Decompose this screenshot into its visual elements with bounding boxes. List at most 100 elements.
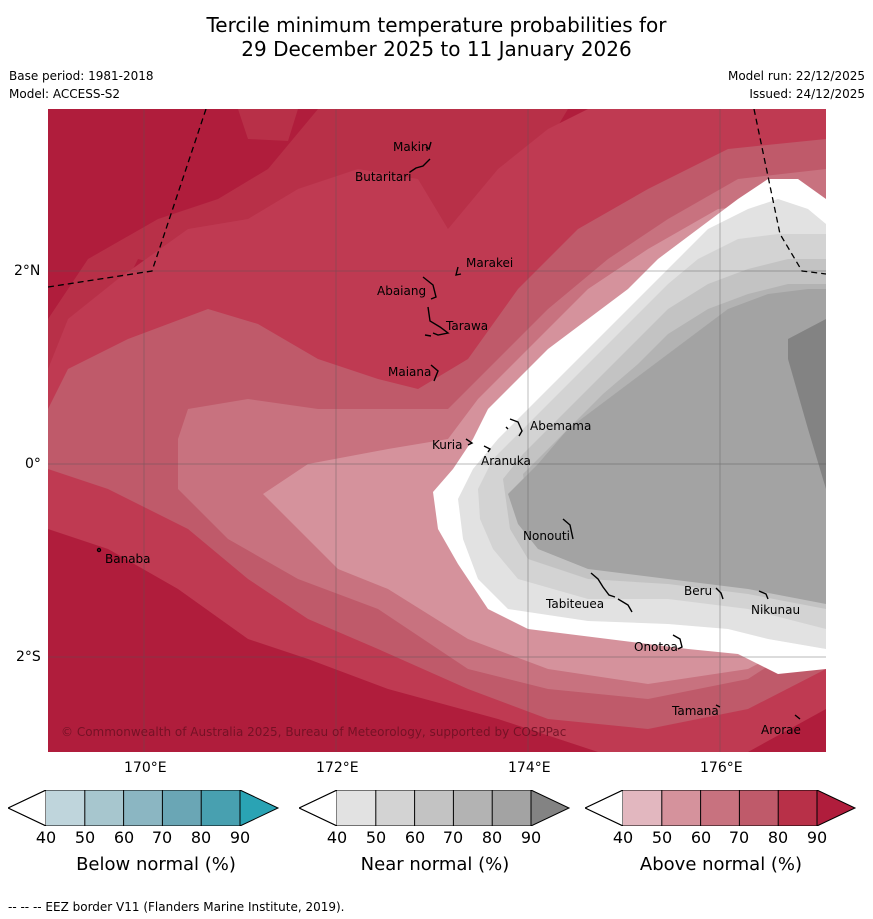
- colorbar-near-swatch-2: [375, 790, 415, 826]
- island-kuria: [465, 438, 474, 446]
- colorbar-above-swatch-4: [739, 790, 779, 826]
- island-abemama: [509, 418, 523, 437]
- colorbar-below-tick-90: 90: [229, 828, 251, 847]
- island-tabiteuea-south: [617, 598, 633, 613]
- eez-border: [48, 109, 826, 288]
- base-period: Base period: 1981-2018: [9, 69, 154, 83]
- colorbar-below-tick-70: 70: [151, 828, 173, 847]
- probability-map: Makin Butaritari Marakei Abaiang Tarawa …: [48, 109, 826, 752]
- label-maiana: Maiana: [388, 365, 431, 379]
- island-nonouti: [562, 518, 574, 540]
- colorbar-near-high-arrow: [531, 790, 569, 826]
- colorbar-below-label: Below normal (%): [76, 854, 236, 875]
- near-90-layer: [788, 319, 826, 489]
- lon-label-172e: 172°E: [316, 760, 359, 776]
- colorbar-near-swatch-3: [414, 790, 454, 826]
- island-makin: [425, 141, 432, 151]
- label-abaiang: Abaiang: [377, 284, 426, 298]
- label-abemama: Abemama: [530, 419, 591, 433]
- colorbar-below-swatch-5: [201, 790, 240, 826]
- lat-label-2s: 2°S: [16, 649, 41, 665]
- label-nonouti: Nonouti: [523, 529, 570, 543]
- colorbar-below-swatch-1: [46, 790, 85, 826]
- model-name: Model: ACCESS-S2: [9, 87, 121, 101]
- colorbar-above-low-arrow: [583, 789, 624, 827]
- colorbar-near-tick-50: 50: [365, 828, 387, 847]
- label-butaritari: Butaritari: [355, 170, 412, 184]
- label-kuria: Kuria: [432, 438, 463, 452]
- colorbar-near-tick-70: 70: [442, 828, 464, 847]
- label-tabiteuea: Tabiteuea: [545, 597, 604, 611]
- eez-legend-note: -- -- -- EEZ border V11 (Flanders Marine…: [8, 900, 345, 914]
- island-abemama-islet: [505, 426, 509, 430]
- issued-date: Issued: 24/12/2025: [749, 87, 865, 101]
- island-arorae: [794, 714, 801, 720]
- copyright-text: © Commonwealth of Australia 2025, Bureau…: [61, 725, 566, 739]
- colorbar-below-high-arrow: [240, 790, 278, 826]
- colorbar-above-swatch-2: [661, 790, 701, 826]
- island-tabiteuea-north: [590, 572, 616, 598]
- label-marakei: Marakei: [466, 256, 513, 270]
- map-svg: Makin Butaritari Marakei Abaiang Tarawa …: [48, 109, 826, 752]
- model-run: Model run: 22/12/2025: [727, 69, 865, 83]
- island-aranuka: [483, 445, 492, 453]
- gridlines: [48, 109, 826, 752]
- island-abaiang: [422, 276, 437, 300]
- colorbar-below: [6, 789, 280, 827]
- label-makin: Makin: [393, 140, 429, 154]
- colorbar-near-low-arrow: [297, 789, 338, 827]
- lat-label-0: 0°: [25, 456, 41, 472]
- colorbar-below-swatch-4: [162, 790, 202, 826]
- colorbar-near-swatch-5: [492, 790, 531, 826]
- island-onotoa: [672, 634, 683, 650]
- lat-label-2n: 2°N: [14, 263, 41, 279]
- colorbar-near-tick-90: 90: [520, 828, 542, 847]
- island-tarawa-south: [424, 334, 432, 337]
- island-tamana: [715, 704, 721, 708]
- island-banaba: [96, 547, 102, 553]
- colorbar-near-swatch-1: [337, 790, 376, 826]
- chart-title-line2: 29 December 2025 to 11 January 2026: [241, 37, 632, 61]
- colorbar-below-tick-40: 40: [35, 828, 57, 847]
- island-beru: [715, 587, 724, 600]
- colorbar-above-high-arrow: [817, 790, 855, 826]
- colorbar-above-tick-70: 70: [728, 828, 750, 847]
- island-nikunau: [758, 590, 769, 600]
- colorbar-near: [297, 789, 571, 827]
- label-aranuka: Aranuka: [481, 454, 531, 468]
- lon-label-176e: 176°E: [700, 760, 743, 776]
- label-beru: Beru: [684, 584, 712, 598]
- chart-title-line1: Tercile minimum temperature probabilitie…: [206, 13, 667, 37]
- colorbar-above-swatch-5: [778, 790, 817, 826]
- label-tamana: Tamana: [671, 704, 719, 718]
- colorbar-above: [583, 789, 857, 827]
- place-labels: Makin Butaritari Marakei Abaiang Tarawa …: [105, 140, 801, 737]
- colorbar-above-tick-40: 40: [612, 828, 634, 847]
- lon-label-174e: 174°E: [508, 760, 551, 776]
- colorbar-above-swatch-1: [623, 790, 662, 826]
- colorbar-below-swatch-3: [123, 790, 163, 826]
- island-tarawa: [427, 306, 450, 336]
- island-maiana: [430, 364, 439, 382]
- label-arorae: Arorae: [761, 723, 801, 737]
- colorbar-near-tick-80: 80: [481, 828, 503, 847]
- colorbar-near-tick-40: 40: [326, 828, 348, 847]
- colorbar-below-tick-50: 50: [74, 828, 96, 847]
- label-banaba: Banaba: [105, 552, 151, 566]
- label-onotoa: Onotoa: [634, 640, 678, 654]
- colorbar-above-label: Above normal (%): [639, 854, 803, 875]
- colorbar-above-tick-80: 80: [767, 828, 789, 847]
- lon-label-170e: 170°E: [124, 760, 167, 776]
- colorbar-below-svg: [6, 789, 280, 827]
- colorbar-below-tick-60: 60: [113, 828, 135, 847]
- islands: [96, 141, 801, 720]
- island-butaritari: [409, 158, 431, 173]
- colorbar-near-svg: [297, 789, 571, 827]
- label-nikunau: Nikunau: [751, 603, 800, 617]
- colorbar-above-swatch-3: [700, 790, 740, 826]
- colorbar-below-swatch-2: [84, 790, 124, 826]
- colorbar-below-tick-80: 80: [190, 828, 212, 847]
- island-marakei: [455, 266, 462, 276]
- colorbar-near-label: Near normal (%): [360, 854, 510, 875]
- colorbar-near-swatch-4: [453, 790, 493, 826]
